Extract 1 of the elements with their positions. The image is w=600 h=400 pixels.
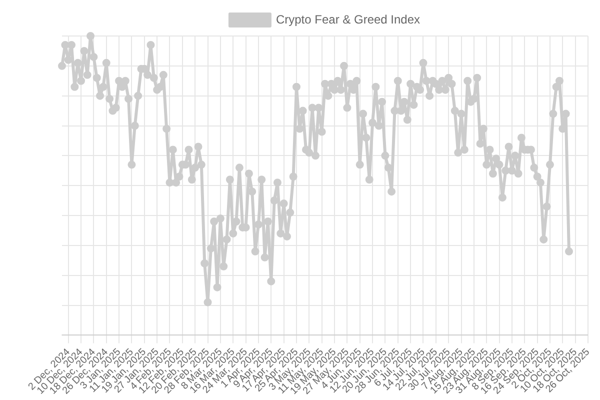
legend-label: Crypto Fear & Greed Index — [276, 12, 420, 26]
